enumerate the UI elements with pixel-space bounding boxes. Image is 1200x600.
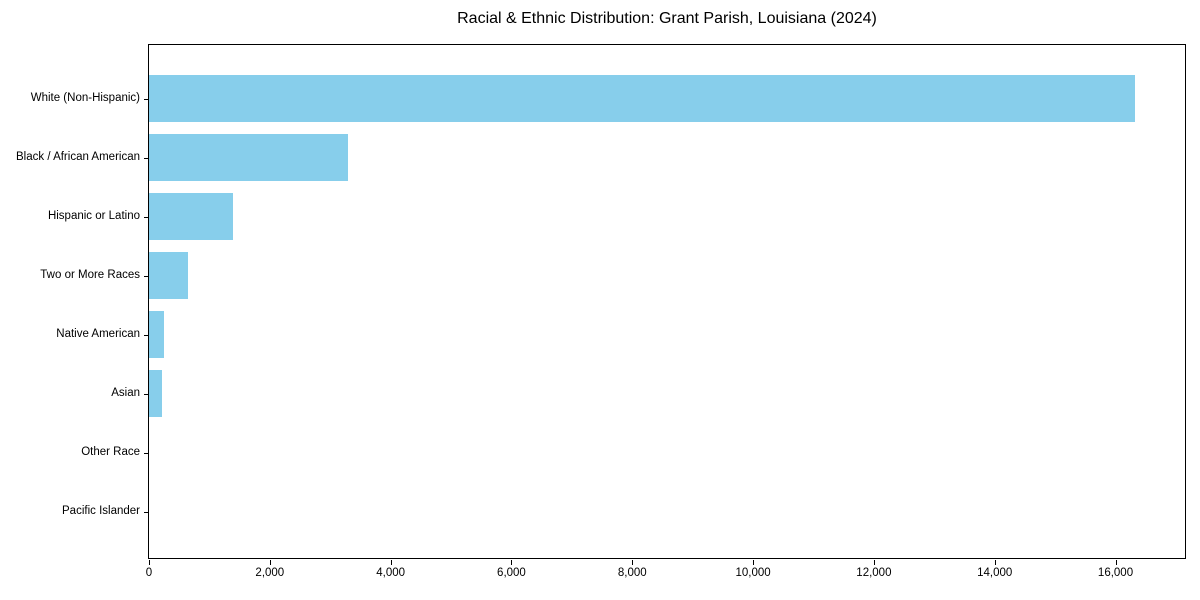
x-tick-mark — [753, 560, 755, 565]
y-tick-mark — [144, 393, 149, 395]
y-tick-mark — [144, 334, 149, 336]
y-tick-mark — [144, 452, 149, 454]
y-tick-mark — [144, 216, 149, 218]
x-tick-mark — [632, 560, 634, 565]
bar — [149, 193, 233, 240]
chart-title: Racial & Ethnic Distribution: Grant Pari… — [457, 10, 877, 27]
x-tick-label: 10,000 — [735, 567, 771, 579]
bar — [149, 75, 1136, 122]
bar — [149, 134, 349, 181]
category-label: Two or More Races — [40, 268, 140, 281]
category-label: White (Non-Hispanic) — [30, 91, 140, 104]
plot-area — [144, 44, 1186, 559]
x-tick-label: 6,000 — [497, 567, 526, 579]
x-tick-label: 16,000 — [1097, 567, 1134, 579]
category-label: Native American — [56, 327, 140, 340]
x-tick-label: 14,000 — [977, 567, 1013, 579]
x-tick-label: 12,000 — [856, 567, 892, 579]
y-tick-mark — [144, 275, 149, 277]
x-tick-mark — [149, 560, 150, 565]
x-tick-label: 4,000 — [376, 567, 406, 579]
x-tick-label: 2,000 — [255, 567, 285, 579]
bar — [149, 252, 188, 299]
category-label: Black / African American — [16, 150, 140, 163]
category-label: Asian — [111, 386, 140, 399]
bar — [149, 311, 165, 358]
x-tick-label: 8,000 — [617, 567, 647, 579]
category-label: Pacific Islander — [62, 504, 140, 517]
x-tick-mark — [511, 560, 513, 565]
bar — [149, 370, 162, 417]
x-tick-mark — [269, 560, 271, 565]
y-tick-mark — [144, 157, 149, 159]
y-tick-mark — [144, 98, 149, 100]
x-tick-mark — [994, 560, 996, 565]
y-tick-mark — [144, 511, 149, 513]
x-tick-mark — [873, 560, 875, 565]
category-label: Other Race — [81, 445, 140, 458]
x-tick-mark — [390, 560, 392, 565]
x-tick-mark — [1115, 560, 1117, 565]
category-label: Hispanic or Latino — [47, 209, 140, 222]
x-tick-label: 0 — [145, 567, 153, 579]
